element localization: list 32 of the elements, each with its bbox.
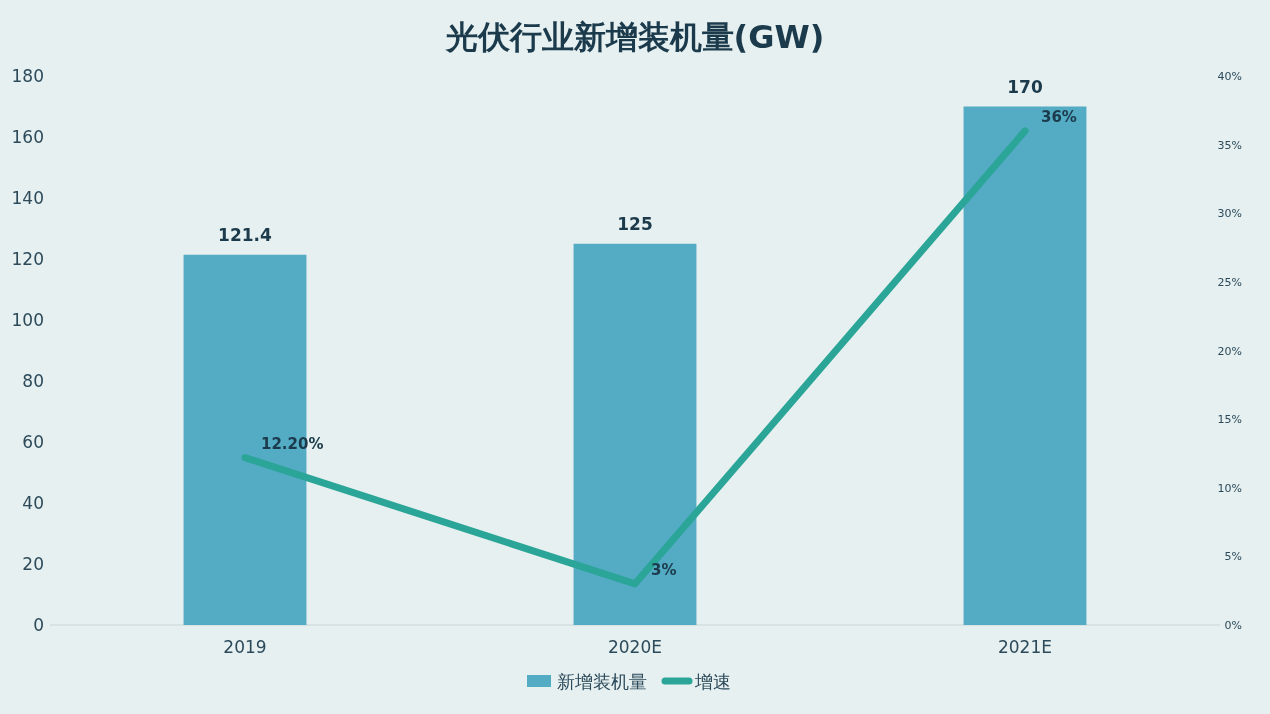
- data-label: 121.4: [218, 224, 273, 245]
- y2-tick-label: 25%: [1217, 275, 1242, 289]
- y2-tick-label: 20%: [1217, 344, 1242, 358]
- y-tick-label: 60: [22, 432, 44, 452]
- x-tick-label: 2021E: [997, 637, 1053, 657]
- chart-title: 光伏行业新增装机量(GW): [443, 18, 825, 56]
- data-label: 36%: [1041, 107, 1077, 126]
- y-tick-label: 120: [11, 249, 44, 269]
- y-tick-label: 100: [11, 310, 44, 330]
- y-tick-label: 160: [11, 127, 44, 147]
- y2-tick-label: 15%: [1217, 413, 1242, 427]
- y-tick-label: 80: [22, 371, 44, 391]
- y-tick-label: 40: [22, 493, 44, 513]
- y2-tick-label: 0%: [1224, 619, 1242, 632]
- y-tick-label: 180: [11, 66, 44, 86]
- x-tick-label: 2020E: [607, 637, 663, 657]
- data-label: 170: [1007, 76, 1043, 97]
- y-tick-label: 20: [22, 554, 44, 574]
- legend-label: 新增装机量: [557, 671, 647, 692]
- bar: [963, 106, 1087, 625]
- data-label: 125: [617, 213, 653, 234]
- x-tick-label: 2019: [223, 637, 267, 657]
- bar: [573, 243, 697, 625]
- y2-tick-label: 35%: [1217, 138, 1242, 152]
- y2-tick-label: 10%: [1217, 481, 1242, 495]
- y2-tick-label: 40%: [1217, 70, 1242, 83]
- y2-tick-label: 5%: [1224, 550, 1242, 564]
- y2-tick-label: 30%: [1217, 207, 1242, 221]
- y-tick-label: 140: [11, 188, 44, 208]
- y-tick-label: 0: [33, 615, 44, 635]
- legend-label: 增速: [694, 671, 731, 692]
- data-label: 3%: [651, 560, 677, 579]
